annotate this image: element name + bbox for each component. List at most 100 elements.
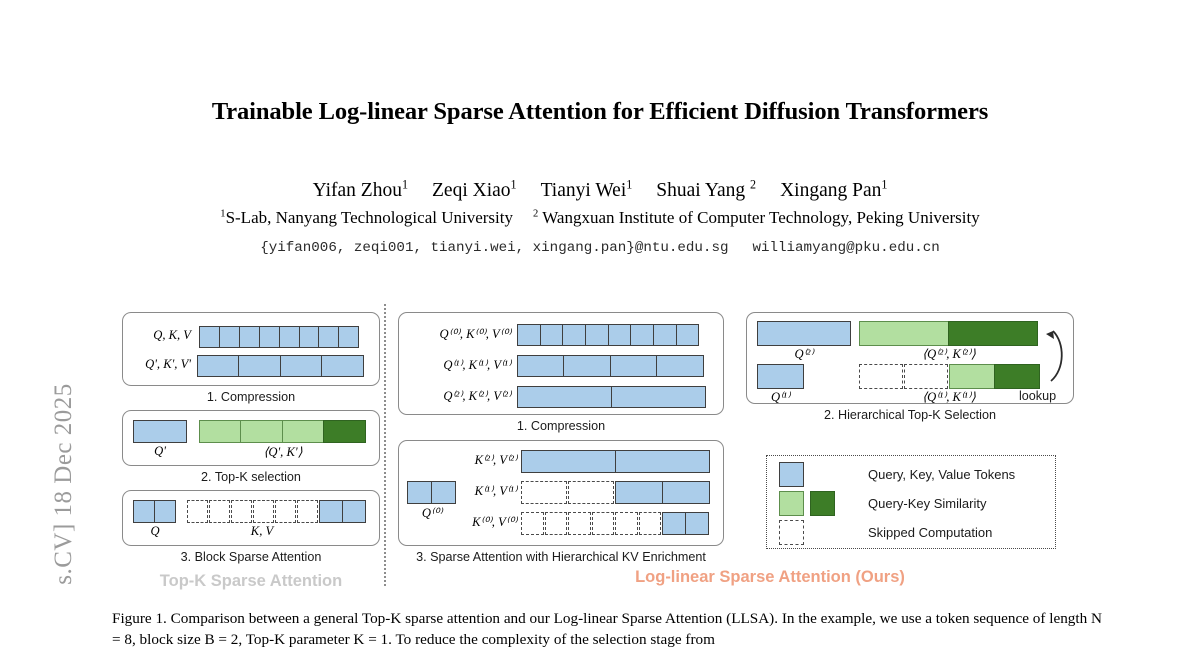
kv-block	[341, 500, 366, 523]
sparse-query-blocks	[133, 500, 177, 523]
token-block	[563, 355, 611, 377]
legend-item-skipped: Skipped Computation	[779, 520, 992, 545]
legend-label: Query-Key Similarity	[868, 496, 987, 511]
token-block	[238, 326, 260, 348]
label-query-level0: Q⁽⁰⁾	[421, 506, 443, 520]
skipped-block	[591, 512, 614, 535]
token-block	[278, 326, 300, 348]
panel-left-compression: Q, K, V Q', K', V'	[122, 312, 380, 386]
legend-label: Skipped Computation	[868, 525, 993, 540]
author-affil-marker: 1	[401, 177, 409, 191]
query-block	[757, 364, 804, 389]
label-similarity-level2: ⟨Q⁽²⁾, K⁽²⁾⟩	[922, 347, 976, 361]
kv-block	[662, 512, 686, 535]
token-row-level2	[517, 386, 707, 408]
token-block	[517, 386, 612, 408]
similarity-block	[240, 420, 283, 443]
caption-right-hierarchical-topk: 2. Hierarchical Top-K Selection	[824, 408, 996, 422]
similarity-block-selected	[323, 420, 366, 443]
panel-right-hierarchical-topk: Q⁽²⁾ ⟨Q⁽²⁾, K⁽²⁾⟩ Q⁽¹⁾ ⟨Q⁽¹⁾, K⁽¹⁾⟩ look…	[746, 312, 1074, 404]
similarity-block-selected	[993, 364, 1040, 389]
affiliation-marker: 1	[220, 208, 226, 220]
token-block	[607, 324, 632, 346]
label-kv: K, V	[250, 524, 274, 538]
topk-similarity-blocks	[199, 420, 367, 443]
row-label-qkv: Q, K, V	[153, 328, 191, 342]
author-name: Xingang Pan	[780, 179, 882, 201]
token-block	[630, 324, 655, 346]
token-block	[321, 355, 364, 377]
legend-swatch-skipped-icon	[779, 520, 804, 545]
query-block	[133, 500, 155, 523]
token-block	[258, 326, 280, 348]
token-block	[279, 355, 323, 377]
kv-block	[521, 450, 616, 473]
token-row-qkv-compressed	[197, 355, 367, 377]
label-query: Q'	[154, 444, 166, 458]
figure-divider	[384, 304, 386, 586]
row-label-kv1: K⁽¹⁾, V⁽¹⁾	[474, 484, 517, 498]
label-similarity: ⟨Q', K'⟩	[263, 445, 303, 459]
skipped-block	[297, 500, 318, 523]
label-query: Q	[150, 524, 160, 538]
hier-query-blocks-level1	[757, 364, 804, 389]
row-label-kv0: K⁽⁰⁾, V⁽⁰⁾	[472, 515, 517, 529]
row-label-kv2: K⁽²⁾, V⁽²⁾	[474, 453, 517, 467]
token-block	[584, 324, 609, 346]
legend-item-tokens: Query, Key, Value Tokens	[779, 462, 1015, 487]
token-block	[609, 355, 658, 377]
similarity-block-selected	[947, 321, 1038, 346]
caption-ours-method: Log-linear Sparse Attention (Ours)	[635, 568, 905, 586]
author-name: Shuai Yang	[656, 179, 751, 201]
author-affil-marker: 1	[626, 177, 633, 191]
caption-middle-enrichment: 3. Sparse Attention with Hierarchical KV…	[416, 550, 706, 564]
caption-middle-compression: 1. Compression	[516, 419, 606, 433]
token-block	[218, 326, 240, 348]
author-1: Zeqi Xiao1	[432, 177, 517, 201]
token-block	[238, 355, 281, 377]
panel-middle-compression: Q⁽⁰⁾, K⁽⁰⁾, V⁽⁰⁾ Q⁽¹⁾, K⁽¹⁾, V⁽¹⁾ Q⁽²⁾, …	[398, 312, 724, 415]
skipped-block	[904, 364, 948, 389]
skipped-block	[638, 512, 661, 535]
skipped-block	[231, 500, 252, 523]
panel-left-sparse: Q K, V	[122, 490, 380, 546]
skipped-block	[521, 481, 567, 504]
author-0: Yifan Zhou1	[313, 177, 409, 201]
hier-similarity-blocks-level2	[859, 321, 1039, 346]
row-label-level2: Q⁽²⁾, K⁽²⁾, V⁽²⁾	[443, 389, 511, 403]
similarity-block	[199, 420, 242, 443]
legend-label: Query, Key, Value Tokens	[868, 467, 1016, 482]
token-block	[652, 324, 677, 346]
author-list: Yifan Zhou1 Zeqi Xiao1 Tianyi Wei1 Shuai Ya…	[0, 177, 1200, 202]
affiliation-list: 1S-Lab, Nanyang Technological University…	[0, 208, 1200, 228]
token-block	[675, 324, 700, 346]
affiliation-marker: 2	[533, 208, 539, 220]
token-block	[197, 355, 240, 377]
author-affil-marker: 2	[750, 177, 757, 191]
token-row-qkv	[199, 326, 367, 348]
legend-swatch-dark-green-icon	[810, 491, 835, 516]
token-block	[562, 324, 587, 346]
skipped-block	[253, 500, 274, 523]
skipped-block	[544, 512, 567, 535]
enrichment-query-blocks	[407, 481, 457, 504]
row-label-level0: Q⁽⁰⁾, K⁽⁰⁾, V⁽⁰⁾	[439, 327, 512, 341]
similarity-block	[859, 321, 949, 346]
figure-1: Q, K, V Q', K', V' 1. Compression Q'	[0, 300, 1200, 590]
hier-query-blocks-level2	[757, 321, 851, 346]
token-block	[610, 386, 706, 408]
token-block	[517, 324, 541, 346]
author-affil-marker: 1	[510, 177, 517, 191]
token-block	[539, 324, 564, 346]
query-block	[153, 500, 176, 523]
kv-block	[661, 481, 710, 504]
similarity-block	[949, 364, 995, 389]
skipped-block	[187, 500, 208, 523]
author-3: Shuai Yang 2	[656, 177, 757, 201]
panel-left-topk: Q' ⟨Q', K'⟩	[122, 410, 380, 466]
label-lookup: lookup	[1019, 389, 1057, 403]
skipped-block	[275, 500, 296, 523]
figure-caption: Figure 1. Comparison between a general T…	[112, 610, 1102, 648]
legend-swatch-light-green-icon	[779, 491, 804, 516]
kv-block	[319, 500, 343, 523]
